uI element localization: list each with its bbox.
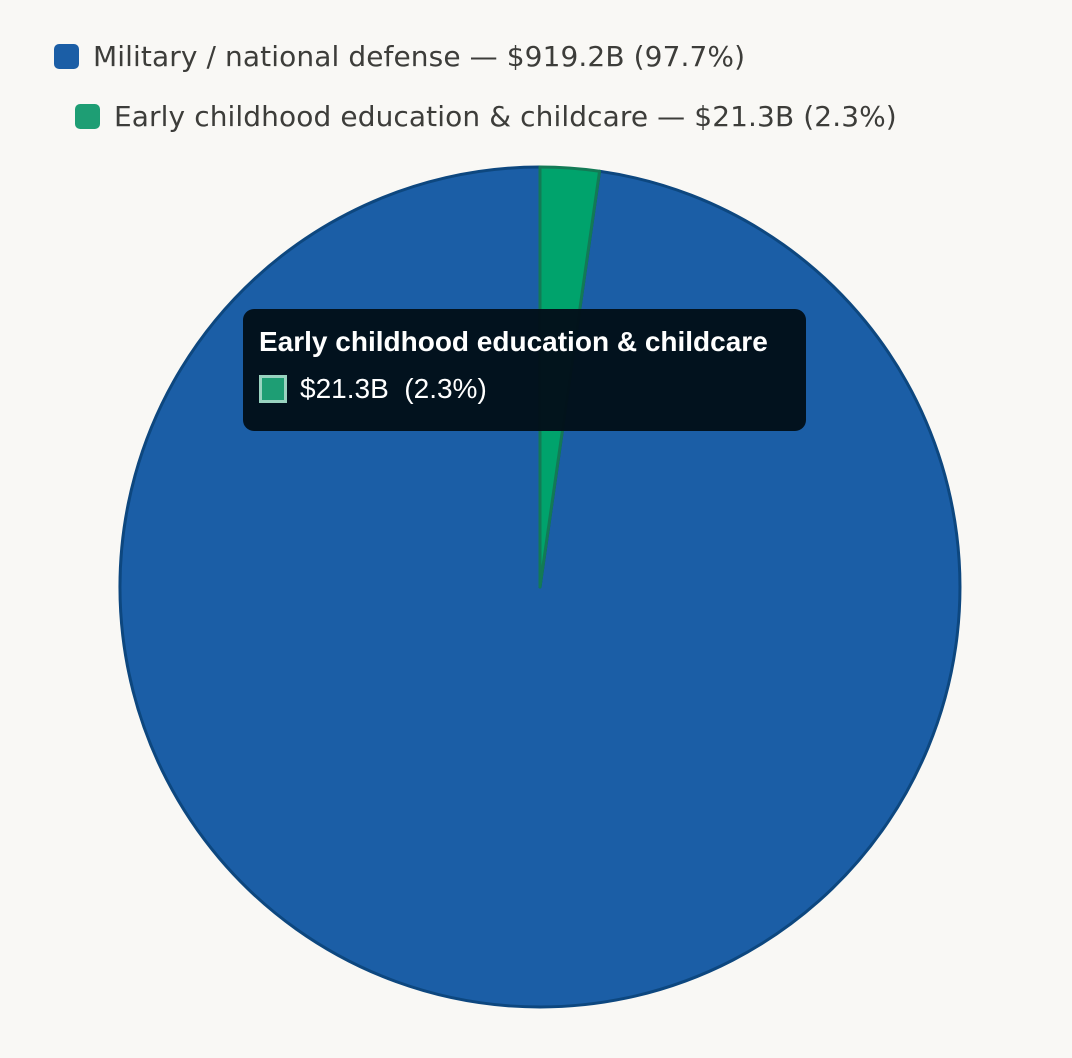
legend-swatch-early-childhood: [75, 103, 100, 129]
tooltip: Early childhood education & childcare $2…: [243, 309, 806, 431]
tooltip-row: $21.3B (2.3%): [259, 373, 790, 405]
legend-item-military[interactable]: Military / national defense — $919.2B (9…: [54, 36, 745, 76]
tooltip-swatch: [259, 375, 287, 403]
tooltip-title: Early childhood education & childcare: [259, 326, 768, 357]
legend-label-military: Military / national defense — $919.2B (9…: [93, 39, 746, 73]
legend-label-early-childhood: Early childhood education & childcare — …: [114, 99, 897, 133]
tooltip-value: $21.3B (2.3%): [300, 373, 487, 404]
legend-item-early-childhood[interactable]: Early childhood education & childcare — …: [75, 96, 897, 136]
legend-swatch-military: [54, 43, 79, 69]
